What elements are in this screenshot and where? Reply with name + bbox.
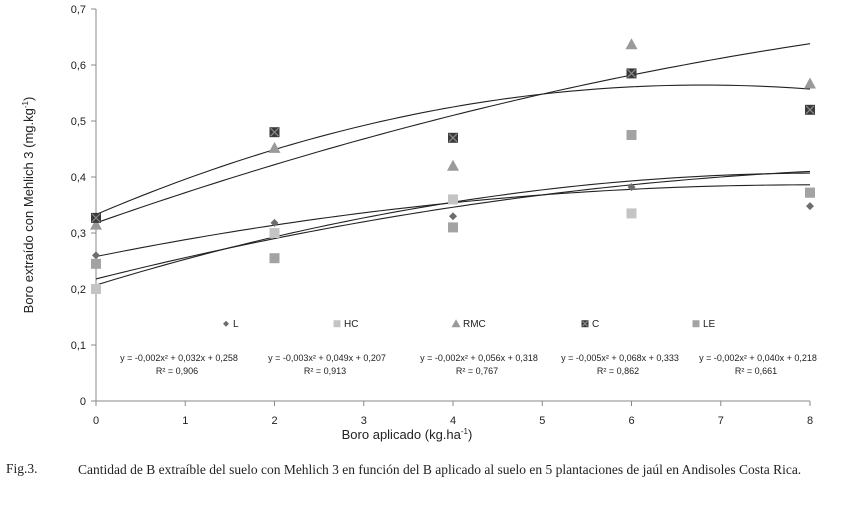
point-c-cross [627,68,636,78]
point-le [448,222,458,233]
point-rmc [268,141,281,153]
legend-marker-rmc [451,319,461,328]
point-c-cross [805,105,815,115]
y-tick-label: 0,1 [71,340,86,352]
point-c-cross [270,127,279,137]
trend-line-rmc [95,43,811,224]
legend-marker-l [223,320,229,327]
axes: 0 0,1 0,2 0,3 0,4 0,5 0,6 0,7 0 1 2 3 4 5 6 7 8 [71,4,813,427]
y-tick-label: 0,5 [71,116,86,128]
scatter-chart: 00,10,20,30,40,50,60,70 1 2 3 4 5 6 7 8 L HC RMC C L… [21,4,817,442]
caption-text: Cantidad de B extraíble del suelo con Me… [78,462,802,477]
point-hc [448,194,458,205]
point-c-cross [448,133,458,143]
trend-equation-l: y = -0,002x² + 0,032x + 0,258 [120,353,238,363]
point-c [805,104,815,115]
point-hc [269,228,280,238]
x-tick-label: 3 [361,415,367,427]
point-l [270,218,279,227]
point-l [806,202,814,211]
trend-r2-c: R² = 0,862 [597,366,639,376]
legend-marker-le [692,320,700,328]
x-tick-label: 4 [450,415,456,427]
x-axis-label: Boro aplicado (kg.ha-1) [342,427,473,442]
legend-label-c: C [592,319,599,330]
trend-r2-rmc: R² = 0,767 [456,366,498,376]
point-le [626,130,637,140]
point-rmc [804,77,816,89]
legend-marker-c [581,320,589,328]
y-tick-label: 0,6 [71,60,86,72]
x-tick-label: 5 [539,415,545,427]
point-l [449,212,457,221]
point-le [91,258,101,269]
trend-equation-le: y = -0,002x² + 0,040x + 0,218 [699,353,817,363]
trend-line-le [95,170,811,280]
y-tick-label: 0,4 [71,172,86,184]
x-tick-label: 8 [807,415,813,427]
y-tick-label: 0,7 [71,4,86,16]
point-rmc [90,218,102,230]
point-rmc [447,159,459,171]
point-le [269,253,280,264]
x-tick-label: 0 [93,415,99,427]
point-c [91,212,101,223]
legend: L HC RMC C LE [223,319,716,330]
point-l [92,251,100,260]
x-tick-label: 7 [718,415,724,427]
legend-marker-hc [333,320,341,328]
x-tick-label: 6 [628,415,634,427]
legend-label-le: LE [703,319,716,330]
point-c [626,68,637,79]
point-rmc [625,38,638,50]
legend-label-l: L [233,319,239,330]
point-hc [91,284,101,294]
trend-r2-l: R² = 0,906 [156,366,198,376]
data-points [90,38,816,294]
caption-label: Fig.3. [6,461,38,476]
trend-equation-c: y = -0,005x² + 0,068x + 0,333 [561,353,679,363]
trend-equation-rmc: y = -0,002x² + 0,056x + 0,318 [420,353,538,363]
point-hc [626,208,637,219]
trend-equation-hc: y = -0,003x² + 0,049x + 0,207 [268,353,386,363]
trend-r2-le: R² = 0,661 [735,366,777,376]
legend-label-rmc: RMC [463,319,486,330]
trend-line-c [95,84,811,216]
point-c-cross [91,213,101,223]
legend-label-hc: HC [344,319,358,330]
y-axis-label: Boro extraído con Mehlich 3 (mg.kg-1) [21,97,36,314]
trend-equations: y = -0,002x² + 0,032x + 0,258 R² = 0,906 y… [120,353,817,376]
y-tick-label: 0,2 [71,284,86,296]
point-le [805,187,815,198]
x-tick-label: 1 [182,415,188,427]
point-l [627,183,636,192]
y-tick-label: 0 [80,396,86,408]
y-tick-label: 0,3 [71,228,86,240]
point-c [448,132,458,143]
x-tick-label: 2 [271,415,277,427]
legend-marker-c-cross [582,320,588,327]
trend-r2-hc: R² = 0,913 [304,366,346,376]
point-c [269,127,280,138]
